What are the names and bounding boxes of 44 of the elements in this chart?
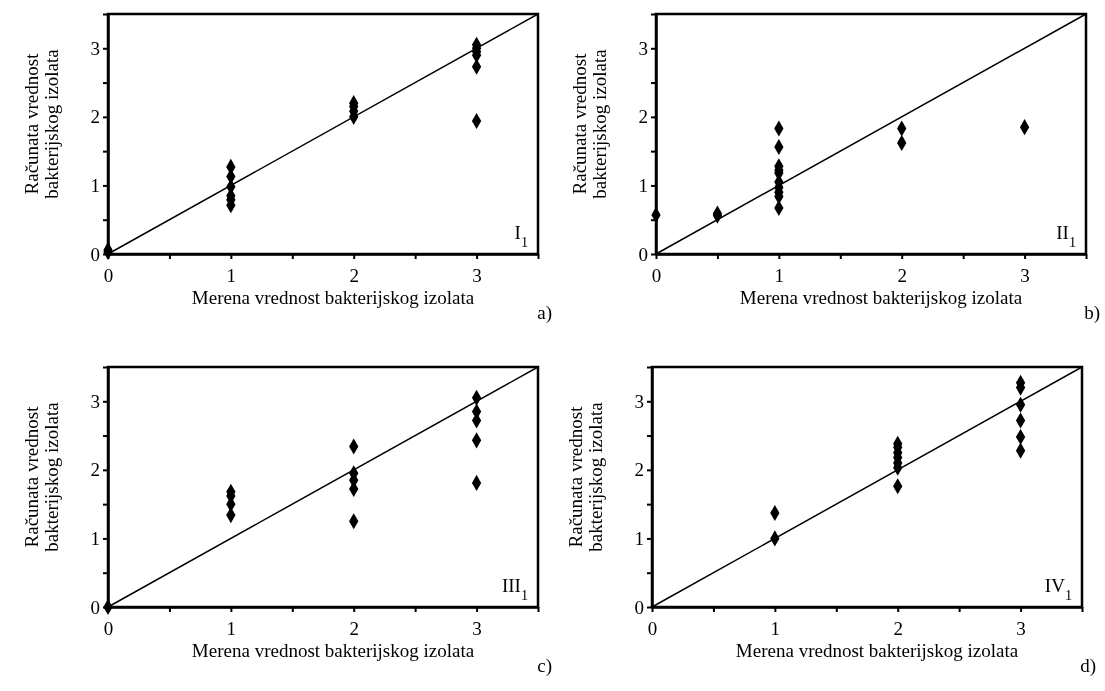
x-tick-label: 3 — [472, 617, 482, 639]
y-tick-label: 2 — [634, 459, 644, 481]
y-tick-label: 2 — [90, 106, 100, 128]
x-tick-label: 1 — [226, 264, 237, 286]
text: b) — [1084, 302, 1100, 324]
y-tick-label: 3 — [638, 37, 648, 59]
y-tick-label: 3 — [634, 390, 644, 412]
x-axis-title: Merena vrednost bakterijskog izolata — [191, 640, 475, 661]
annotation: II$_{1}$ — [1056, 222, 1076, 250]
x-tick-label: 1 — [770, 617, 781, 639]
x-axis-title: Merena vrednost bakterijskog izolata — [739, 287, 1023, 308]
y-tick-label: 0 — [638, 243, 648, 265]
x-tick-label: 2 — [897, 264, 907, 286]
y-tick-label: 3 — [90, 37, 100, 59]
y-tick-label: 1 — [90, 175, 100, 197]
x-axis-title: Merena vrednost bakterijskog izolata — [191, 287, 475, 308]
y-tick-label: 1 — [634, 528, 644, 550]
x-axis-title: Merena vrednost bakterijskog izolata — [735, 640, 1019, 661]
annotation: IV$_{1}$ — [1044, 575, 1072, 603]
y-axis-title: Računata vrednost bakterijskog izolata — [20, 48, 63, 199]
y-axis-title: Računata vrednost bakterijskog izolata — [568, 48, 611, 199]
x-tick-label: 2 — [349, 264, 359, 286]
y-tick-label: 2 — [90, 459, 100, 481]
x-tick-label: 2 — [893, 617, 903, 639]
text: a) — [537, 302, 552, 324]
x-tick-label: 3 — [1020, 264, 1030, 286]
y-tick-label: 2 — [638, 106, 648, 128]
x-tick-label: 3 — [472, 264, 482, 286]
x-tick-label: 1 — [774, 264, 785, 286]
y-tick-label: 1 — [90, 528, 100, 550]
y-tick-label: 0 — [634, 596, 644, 618]
y-axis-title: Računata vrednost bakterijskog izolata — [564, 401, 607, 552]
x-tick-label: 2 — [349, 617, 359, 639]
x-tick-label: 1 — [226, 617, 237, 639]
annotation: III$_{1}$ — [501, 575, 528, 603]
y-tick-label: 3 — [90, 390, 100, 412]
text: d) — [1080, 655, 1096, 677]
x-tick-label: 3 — [1016, 617, 1026, 639]
y-tick-label: 0 — [90, 596, 100, 618]
y-tick-label: 0 — [90, 243, 100, 265]
y-axis-title: Računata vrednost bakterijskog izolata — [20, 401, 63, 552]
y-tick-label: 1 — [638, 175, 648, 197]
text: c) — [537, 655, 552, 677]
annotation: I$_{1}$ — [514, 222, 528, 250]
